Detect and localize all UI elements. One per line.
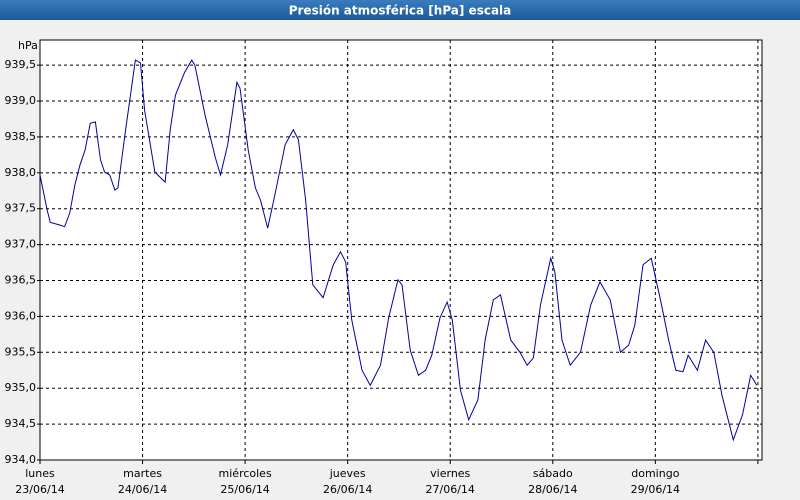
x-tick-date: 24/06/14 xyxy=(118,483,167,496)
y-axis-label: hPa xyxy=(18,39,38,52)
plot-area xyxy=(39,39,763,461)
y-tick-label: 936,0 xyxy=(5,309,37,322)
y-tick-label: 937,5 xyxy=(5,202,37,215)
x-tick-label: miércoles xyxy=(219,467,272,480)
y-tick-label: 936,5 xyxy=(5,274,37,287)
y-tick-label: 939,5 xyxy=(5,58,37,71)
x-tick-label: jueves xyxy=(329,467,366,480)
x-tick-label: viernes xyxy=(430,467,470,480)
title-bar xyxy=(0,0,800,20)
y-tick-label: 935,0 xyxy=(5,381,37,394)
x-tick-date: 27/06/14 xyxy=(426,483,475,496)
y-tick-label: 939,0 xyxy=(5,94,37,107)
y-tick-label: 934,0 xyxy=(5,453,37,466)
x-tick-label: domingo xyxy=(631,467,679,480)
x-tick-date: 28/06/14 xyxy=(528,483,577,496)
y-tick-label: 935,5 xyxy=(5,345,37,358)
y-tick-label: 934,5 xyxy=(5,417,37,430)
y-tick-label: 937,0 xyxy=(5,238,37,251)
x-tick-date: 23/06/14 xyxy=(15,483,64,496)
x-tick-date: 25/06/14 xyxy=(220,483,269,496)
y-tick-label: 938,5 xyxy=(5,130,37,143)
x-tick-label: lunes xyxy=(25,467,55,480)
x-tick-date: 26/06/14 xyxy=(323,483,372,496)
data-line xyxy=(39,59,758,442)
x-tick-label: sábado xyxy=(533,467,573,480)
chart-title: Presión atmosférica [hPa] escala xyxy=(289,4,512,18)
x-tick-date: 29/06/14 xyxy=(631,483,680,496)
x-tick-label: martes xyxy=(123,467,162,480)
y-tick-label: 938,0 xyxy=(5,166,37,179)
